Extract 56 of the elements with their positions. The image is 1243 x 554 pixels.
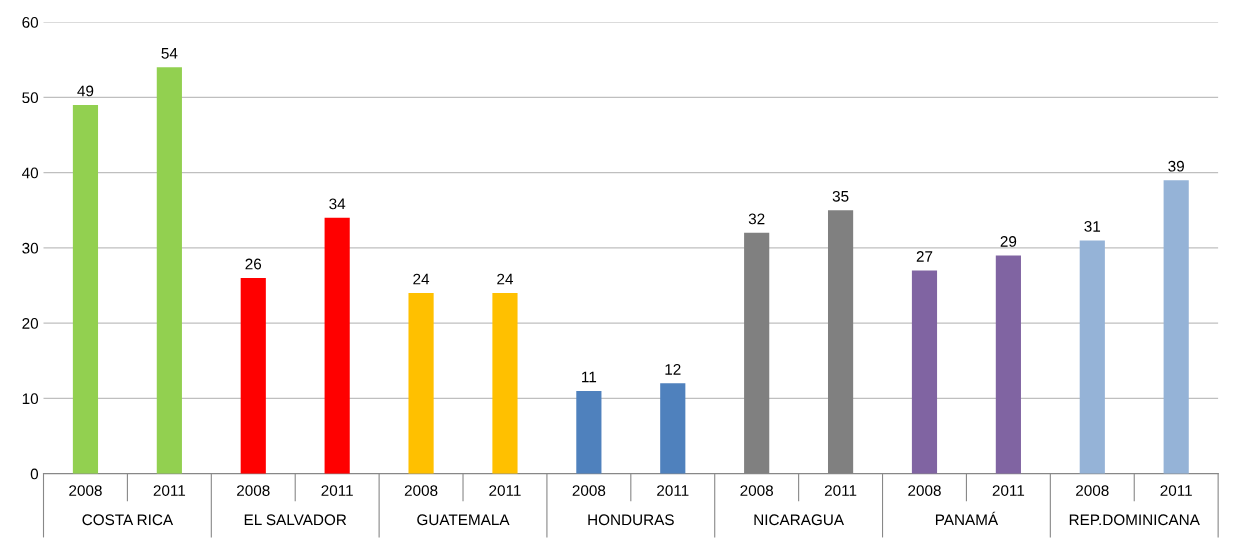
bar bbox=[660, 383, 686, 474]
data-label: 35 bbox=[832, 190, 849, 202]
bar bbox=[324, 217, 350, 474]
x-tick-label: 2008 bbox=[404, 485, 438, 496]
data-label: 27 bbox=[916, 251, 933, 262]
data-label: 39 bbox=[1168, 160, 1184, 172]
y-tick-label: 10 bbox=[22, 393, 39, 405]
x-tick-label: 2008 bbox=[69, 485, 102, 496]
text: GUATEMALA bbox=[417, 514, 510, 526]
bar bbox=[911, 270, 938, 474]
y-tick-label: 60 bbox=[22, 17, 39, 28]
x-tick-label: 2011 bbox=[824, 485, 857, 496]
bar bbox=[156, 67, 182, 474]
bar bbox=[492, 293, 518, 474]
y-tick-label: 30 bbox=[22, 242, 39, 254]
data-label: 26 bbox=[245, 258, 262, 270]
text: HONDURAS bbox=[588, 514, 674, 526]
x-tick-label: 2008 bbox=[1076, 485, 1109, 496]
x-tick-label: 2011 bbox=[321, 485, 353, 496]
x-tick-label: 2008 bbox=[237, 485, 270, 496]
text: PANAMÁ bbox=[935, 511, 999, 526]
x-tick-label: 2008 bbox=[572, 485, 606, 496]
data-label: 24 bbox=[497, 273, 514, 285]
x-tick-label: 2011 bbox=[153, 485, 186, 496]
bar bbox=[408, 293, 434, 474]
y-tick-label: 0 bbox=[30, 468, 39, 480]
text: EL SALVADOR bbox=[244, 514, 347, 526]
data-label: 12 bbox=[665, 363, 681, 375]
bar bbox=[744, 232, 770, 474]
bar bbox=[240, 278, 266, 474]
data-label: 24 bbox=[413, 273, 430, 285]
text: REP.DOMINICANA bbox=[1069, 514, 1200, 526]
data-label: 49 bbox=[77, 85, 94, 97]
x-tick-label: 2011 bbox=[489, 485, 521, 496]
data-label: 31 bbox=[1084, 221, 1101, 232]
bar bbox=[995, 255, 1021, 474]
x-tick-label: 2011 bbox=[992, 485, 1025, 496]
y-tick-label: 40 bbox=[22, 167, 39, 179]
text: COSTA RICA bbox=[82, 514, 174, 526]
x-tick-label: 2008 bbox=[908, 485, 941, 496]
bar bbox=[576, 390, 602, 474]
x-tick-label: 2011 bbox=[1160, 485, 1192, 496]
text: NICARAGUA bbox=[754, 514, 845, 526]
bar bbox=[1079, 240, 1105, 474]
data-label: 29 bbox=[1000, 236, 1017, 247]
bar bbox=[1163, 180, 1189, 474]
y-tick-label: 20 bbox=[22, 318, 39, 329]
data-label: 32 bbox=[748, 213, 765, 225]
bar bbox=[72, 104, 99, 474]
bar bbox=[827, 210, 854, 474]
x-tick-label: 2011 bbox=[657, 485, 689, 496]
y-tick-label: 50 bbox=[22, 92, 39, 104]
data-label: 34 bbox=[329, 198, 346, 210]
data-label: 11 bbox=[582, 371, 597, 383]
data-label: 54 bbox=[161, 48, 178, 59]
x-tick-label: 2008 bbox=[740, 485, 774, 496]
